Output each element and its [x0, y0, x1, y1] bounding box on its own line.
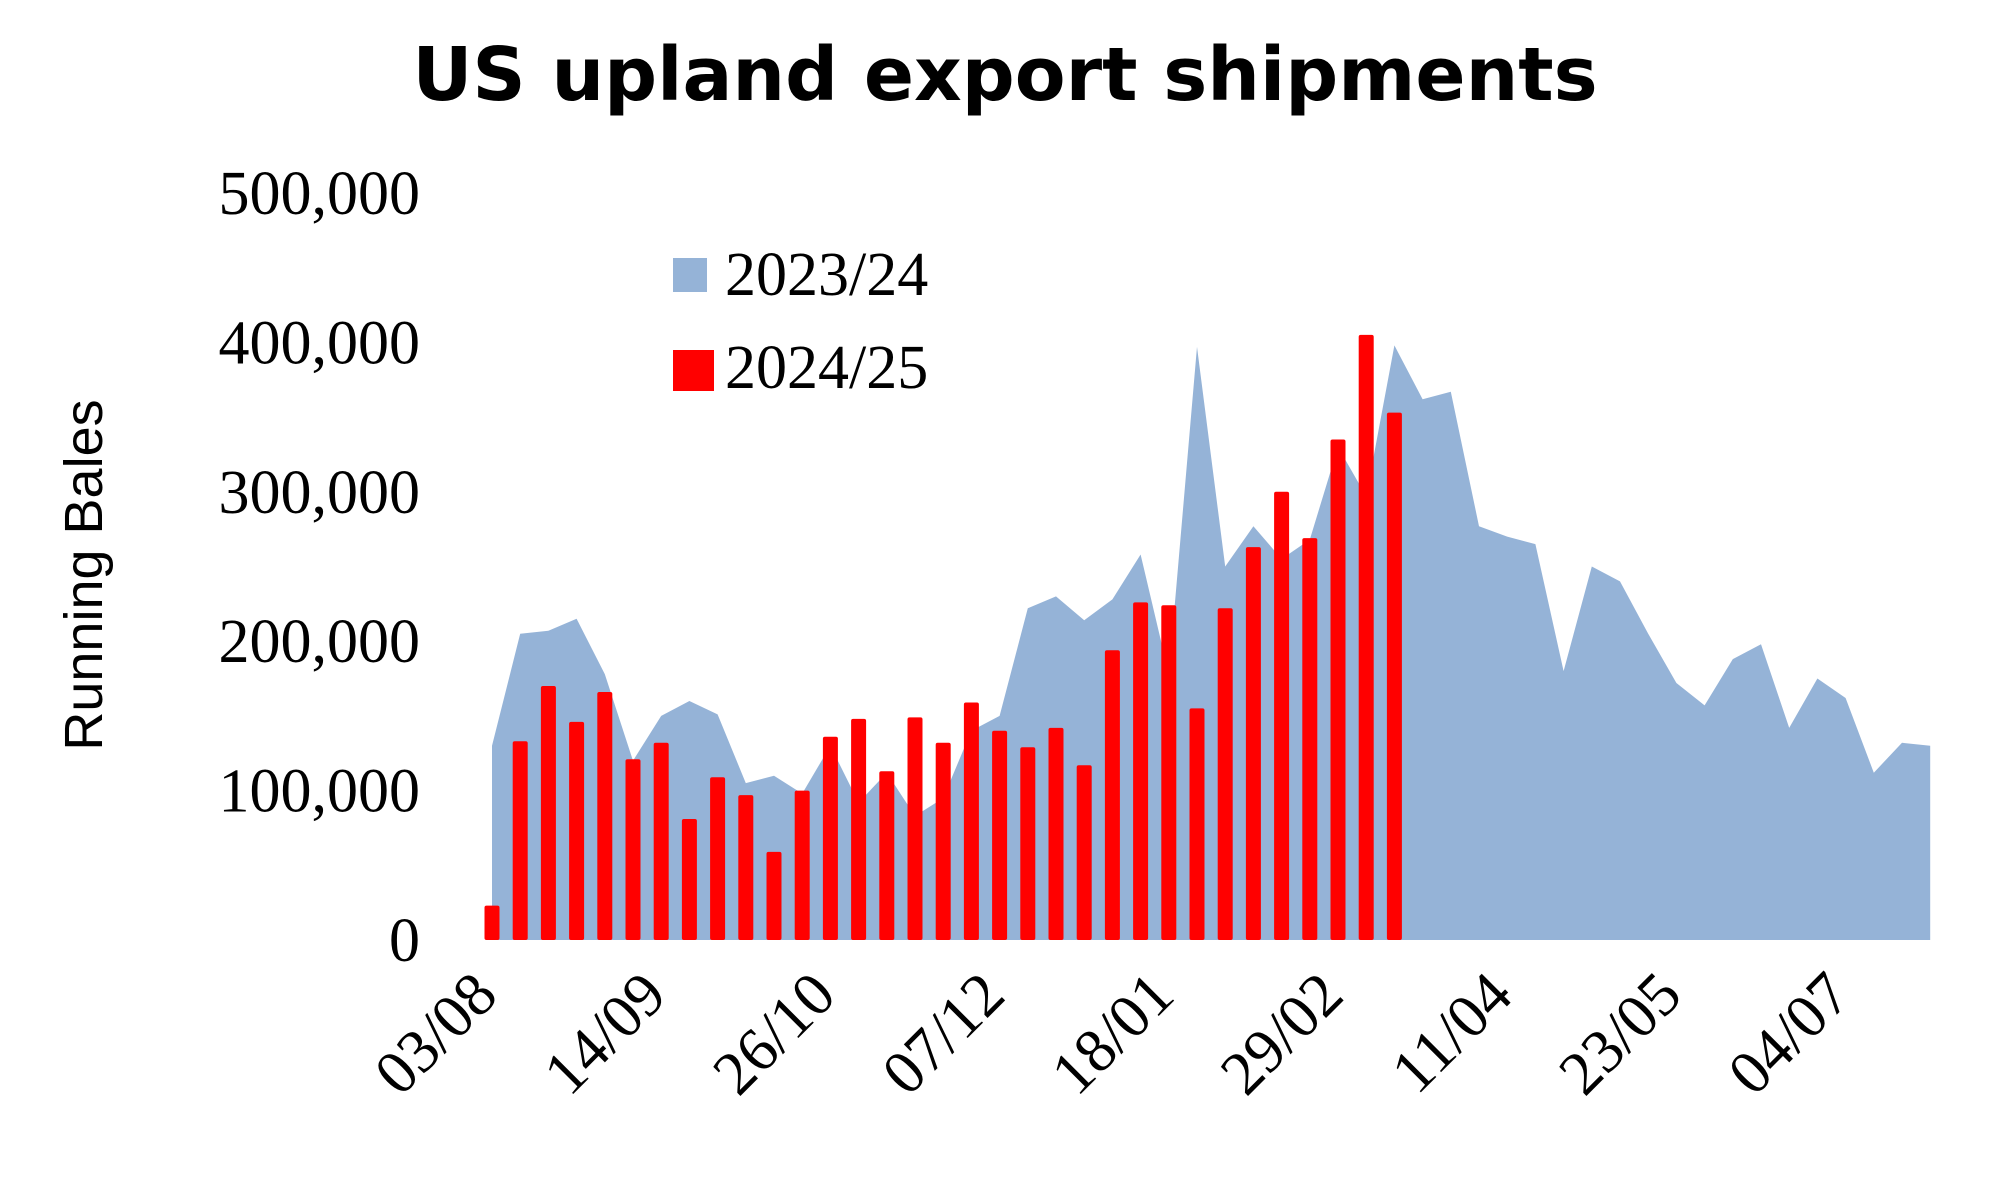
- bar-2024-25: [851, 718, 867, 940]
- x-tick-label: 07/12: [870, 960, 1018, 1108]
- bar-2024-25: [992, 730, 1008, 940]
- area-series-2023-24: [492, 345, 1931, 940]
- bar-2024-25: [484, 905, 500, 940]
- x-tick-label: 29/02: [1208, 960, 1356, 1108]
- bar-2024-25: [1161, 605, 1177, 940]
- bar-2024-25: [822, 736, 838, 940]
- bar-series-2024-25: [484, 334, 1402, 941]
- bar-2024-25: [540, 686, 556, 940]
- y-tick-label: 0: [389, 907, 420, 975]
- y-axis-label: Running Bales: [54, 399, 114, 750]
- bar-2024-25: [963, 702, 979, 940]
- legend-label-2024-25: 2024/25: [725, 334, 928, 402]
- legend: 2023/24 2024/25: [673, 241, 928, 402]
- bar-2024-25: [1076, 765, 1092, 940]
- legend-label-2023-24: 2023/24: [725, 241, 928, 309]
- bar-2024-25: [625, 759, 641, 940]
- bar-2024-25: [1020, 747, 1036, 940]
- bar-2024-25: [1133, 602, 1149, 940]
- bar-2024-25: [681, 819, 697, 940]
- bar-2024-25: [597, 692, 613, 940]
- bar-2024-25: [1104, 650, 1120, 940]
- legend-swatch-2024-25: [673, 350, 714, 391]
- bar-2024-25: [1189, 708, 1205, 940]
- y-tick-labels: 0 100,000 200,000 300,000 400,000 500,000: [219, 160, 421, 975]
- bar-2024-25: [1330, 439, 1346, 940]
- bar-2024-25: [1245, 547, 1261, 940]
- bar-2024-25: [1302, 538, 1318, 940]
- area-2023-24: [492, 345, 1931, 940]
- x-tick-label: 23/05: [1546, 960, 1694, 1108]
- bar-2024-25: [653, 742, 669, 940]
- x-tick-label: 04/07: [1716, 960, 1864, 1108]
- x-tick-label: 11/04: [1379, 960, 1525, 1106]
- bar-2024-25: [710, 777, 726, 940]
- y-tick-label: 100,000: [219, 758, 421, 826]
- bar-2024-25: [907, 717, 923, 940]
- x-tick-label: 18/01: [1039, 960, 1187, 1108]
- bar-2024-25: [512, 741, 528, 940]
- bar-2024-25: [794, 790, 810, 940]
- x-tick-label: 03/08: [362, 960, 510, 1108]
- x-tick-labels: 03/08 14/09 26/10 07/12 18/01 29/02 11/04 23/05…: [362, 960, 1864, 1108]
- y-tick-label: 500,000: [219, 160, 421, 228]
- bar-2024-25: [1358, 334, 1374, 940]
- bar-2024-25: [738, 795, 754, 940]
- bar-2024-25: [569, 721, 585, 940]
- chart-title: US upland export shipments: [412, 32, 1597, 118]
- x-tick-label: 14/09: [531, 960, 679, 1108]
- bar-2024-25: [1048, 727, 1064, 940]
- y-tick-label: 200,000: [219, 608, 421, 676]
- bar-2024-25: [935, 742, 951, 940]
- y-tick-label: 300,000: [219, 459, 421, 527]
- bar-2024-25: [1386, 412, 1402, 941]
- x-tick-label: 26/10: [700, 960, 848, 1108]
- bar-2024-25: [1217, 608, 1233, 940]
- bar-2024-25: [1274, 491, 1290, 940]
- bar-2024-25: [879, 771, 895, 940]
- y-tick-label: 400,000: [219, 309, 421, 377]
- bar-2024-25: [766, 851, 782, 940]
- legend-swatch-2023-24: [673, 258, 707, 292]
